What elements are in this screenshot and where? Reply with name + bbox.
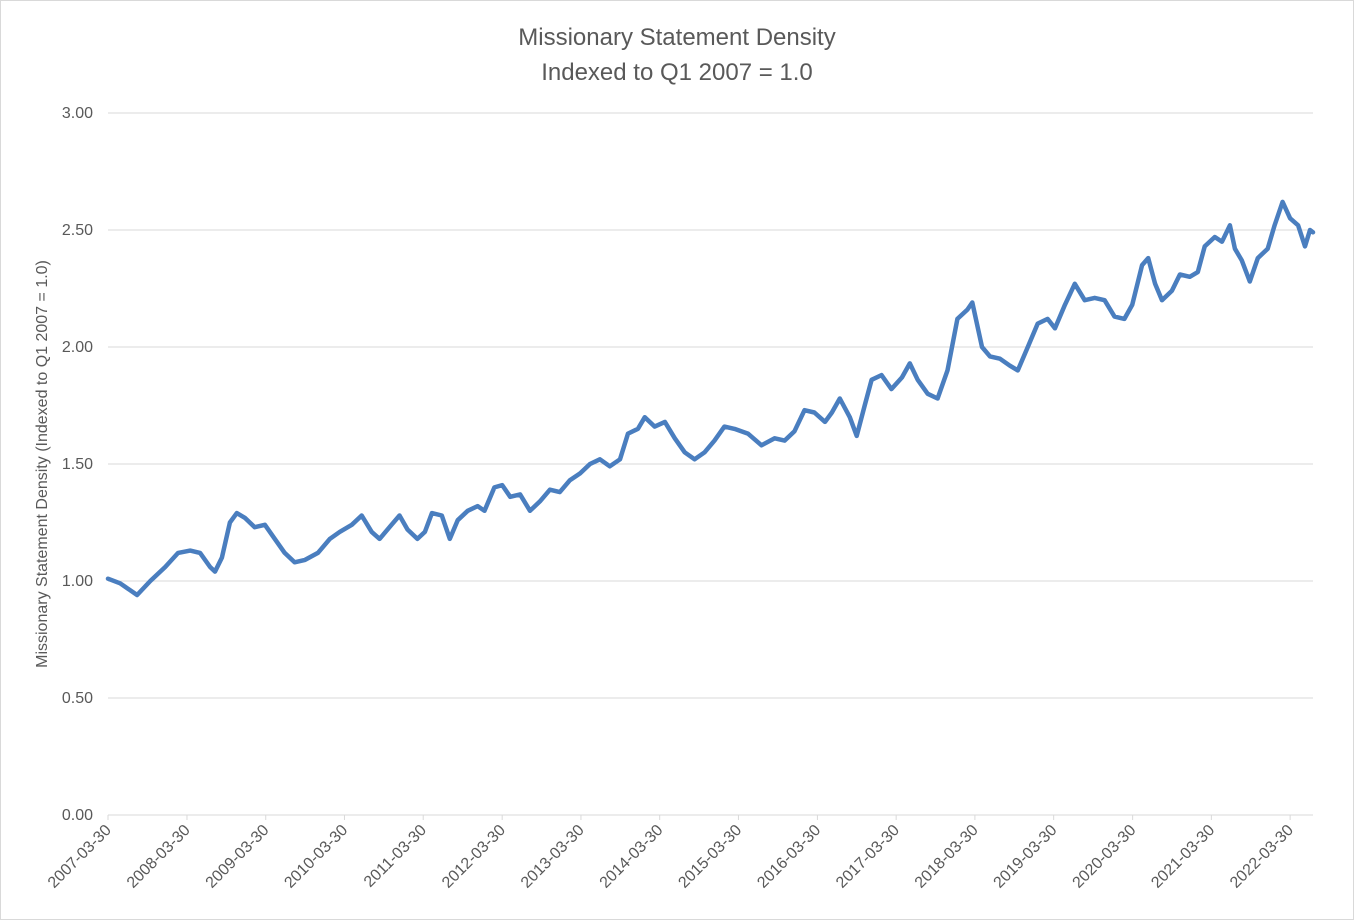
y-tick-label: 1.50 [62,456,93,473]
y-tick-label: 2.50 [62,222,93,239]
data-line [105,199,1316,598]
chart-subtitle: Indexed to Q1 2007 = 1.0 [541,59,813,86]
y-tick-label: 3.00 [62,105,93,122]
y-tick-label: 1.00 [62,573,93,590]
y-tick-label: 0.50 [62,690,93,707]
y-axis-label: Missionary Statement Density (Indexed to… [34,260,51,668]
y-tick-label: 2.00 [62,339,93,356]
chart-title: Missionary Statement Density [518,24,835,51]
y-tick-label: 0.00 [62,807,93,824]
